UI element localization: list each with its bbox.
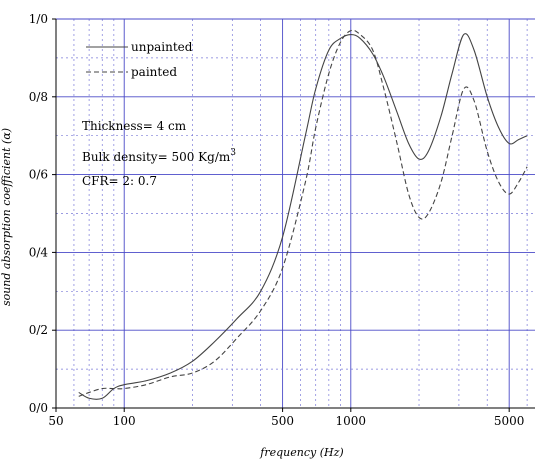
x-tick-label: 500 <box>271 414 294 428</box>
y-tick-label: 0/8 <box>29 90 48 104</box>
annotation-cfr: CFR= 2: 0.7 <box>82 174 157 188</box>
annotation-bulk-density: Bulk density= 500 Kg/m3 <box>82 148 236 164</box>
series-line-unpainted <box>78 33 528 400</box>
grid-lines <box>55 18 535 408</box>
x-axis-label: frequency (Hz) <box>259 446 343 459</box>
series-lines <box>78 29 528 400</box>
y-tick-label: 0/6 <box>29 168 48 182</box>
x-tick-label: 50 <box>48 414 63 428</box>
y-tick-label: 0/4 <box>29 245 49 259</box>
legend-label-painted: painted <box>131 65 177 79</box>
legend: unpainted painted <box>86 40 193 79</box>
annotations: Thickness= 4 cm Bulk density= 500 Kg/m3 … <box>82 119 236 188</box>
y-axis-label: sound absorption coefficient (α) <box>0 128 13 306</box>
legend-label-unpainted: unpainted <box>131 40 193 54</box>
annotation-thickness: Thickness= 4 cm <box>82 119 187 133</box>
y-tick-label: 0/2 <box>29 323 48 337</box>
axes <box>52 18 535 412</box>
y-tick-label: 1/0 <box>29 12 48 26</box>
annotation-bulk-density-text: Bulk density= 500 Kg/m <box>82 150 231 164</box>
x-tick-label: 100 <box>113 414 136 428</box>
series-line-painted <box>78 29 528 397</box>
y-tick-label: 0/0 <box>29 401 48 415</box>
x-tick-label: 5000 <box>494 414 525 428</box>
x-tick-label: 1000 <box>336 414 367 428</box>
annotation-bulk-density-superscript: 3 <box>230 148 236 158</box>
tick-labels: 50 100 500 1000 5000 0/0 0/2 0/4 0/6 0/8 1/0 <box>29 12 525 428</box>
